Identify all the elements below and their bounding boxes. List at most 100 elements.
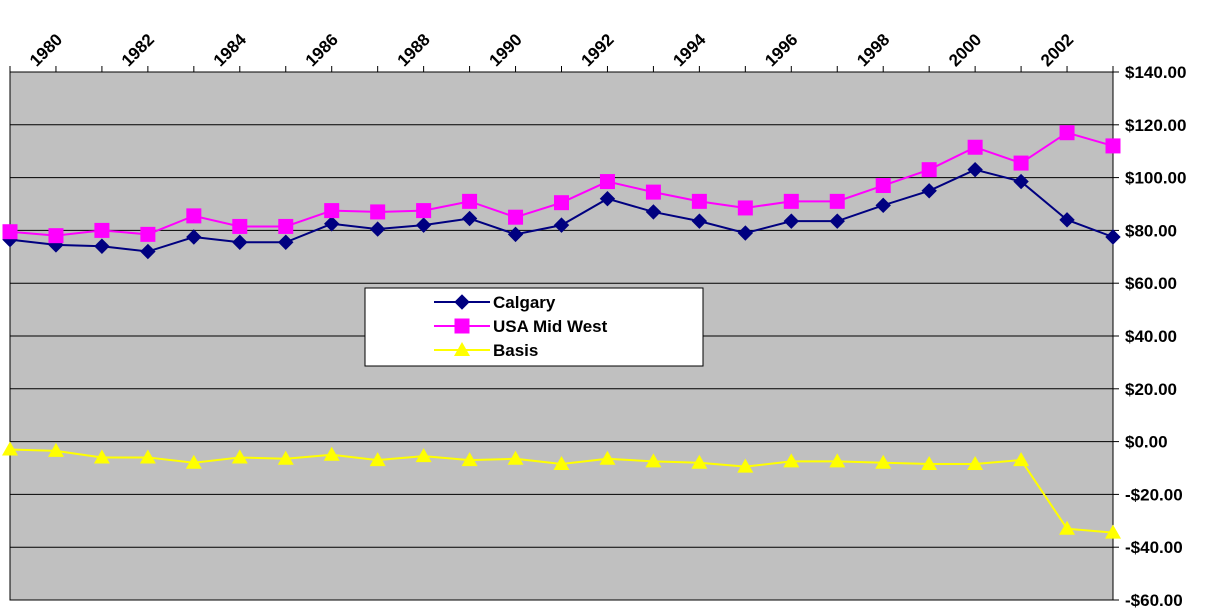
point-calgary [94, 238, 110, 254]
point-basis [691, 454, 708, 469]
point-usa-mid-west [967, 139, 983, 155]
x-tick-label: 2002 [1037, 30, 1077, 70]
legend: Calgary USA Mid West Basis [364, 287, 704, 367]
legend-box [364, 287, 704, 367]
point-calgary [324, 216, 340, 232]
point-basis [323, 446, 340, 461]
legend-label-calgary: Calgary [493, 293, 556, 312]
point-calgary [783, 213, 799, 229]
series-basis [2, 441, 1121, 539]
point-basis [47, 442, 64, 457]
point-basis [277, 450, 294, 465]
point-usa-mid-west [232, 218, 248, 234]
point-usa-mid-west [186, 208, 202, 224]
point-usa-mid-west [416, 203, 432, 219]
point-usa-mid-west [140, 226, 156, 242]
x-tick-label: 1994 [669, 30, 710, 71]
point-calgary [461, 210, 478, 227]
x-tick-label: 1982 [118, 30, 158, 70]
x-tick-label: 1986 [302, 30, 342, 70]
point-basis [2, 441, 18, 456]
x-tick-label: 1980 [26, 30, 66, 70]
point-basis [139, 449, 156, 464]
y-tick-label: $40.00 [1125, 327, 1177, 346]
point-basis [553, 456, 570, 471]
y-tick-label: -$20.00 [1125, 485, 1183, 504]
point-calgary [369, 221, 386, 237]
y-tick-label: $120.00 [1125, 116, 1186, 135]
point-calgary [140, 243, 156, 260]
point-basis [783, 453, 800, 468]
x-tick-label: 1988 [394, 30, 434, 70]
point-calgary [599, 191, 616, 207]
point-usa-mid-west [691, 193, 707, 209]
point-usa-mid-west [875, 178, 891, 194]
y-tick-label: $20.00 [1125, 380, 1177, 399]
point-calgary [829, 213, 845, 229]
point-calgary [278, 234, 294, 250]
y-tick-label: -$40.00 [1125, 538, 1183, 557]
legend-label-basis: Basis [493, 341, 538, 360]
y-tick-label: $140.00 [1125, 63, 1186, 82]
point-basis [921, 456, 938, 471]
point-usa-mid-west [508, 209, 524, 225]
point-usa-mid-west [921, 162, 937, 178]
point-basis [93, 449, 110, 464]
point-basis [461, 452, 478, 467]
point-usa-mid-west [737, 200, 753, 216]
point-usa-mid-west [94, 222, 110, 238]
point-basis [507, 450, 524, 465]
point-usa-mid-west [1105, 138, 1121, 154]
y-tick-label: $0.00 [1125, 433, 1168, 452]
series-calgary [2, 161, 1121, 260]
point-basis [185, 454, 202, 469]
legend-label-usa-mid-west: USA Mid West [493, 317, 608, 336]
point-calgary [507, 226, 524, 243]
point-basis [369, 452, 386, 467]
point-basis [1105, 524, 1121, 539]
series-layer [2, 125, 1121, 539]
point-usa-mid-west [324, 203, 340, 219]
point-usa-mid-west [2, 224, 18, 240]
point-calgary [875, 197, 891, 214]
x-tick-label: 1998 [853, 30, 893, 70]
point-basis [829, 453, 846, 468]
point-basis [231, 449, 248, 464]
point-calgary [645, 204, 662, 220]
x-tick-label: 1996 [761, 30, 801, 70]
point-calgary [186, 229, 202, 245]
point-usa-mid-west [1059, 125, 1075, 141]
point-basis [1059, 520, 1076, 535]
point-usa-mid-west [1013, 155, 1029, 171]
point-calgary [691, 213, 708, 229]
point-usa-mid-west [48, 228, 64, 244]
point-basis [415, 448, 432, 463]
point-basis [1013, 452, 1030, 467]
y-tick-label: $100.00 [1125, 169, 1186, 188]
point-usa-mid-west [645, 184, 661, 200]
point-basis [599, 450, 616, 465]
point-basis [645, 453, 662, 468]
point-usa-mid-west [554, 195, 569, 211]
x-tick-label: 1992 [577, 30, 617, 70]
point-usa-mid-west [599, 174, 615, 190]
point-usa-mid-west [783, 193, 799, 209]
point-usa-mid-west [462, 193, 478, 209]
point-calgary [967, 161, 983, 178]
point-calgary [1105, 229, 1121, 245]
point-calgary [1059, 212, 1075, 228]
gridlines [10, 124, 1113, 548]
y-tick-label: $80.00 [1125, 221, 1177, 240]
legend-marker-basis [454, 342, 470, 356]
point-usa-mid-west [370, 204, 386, 220]
x-tick-label: 2000 [945, 30, 985, 70]
point-usa-mid-west [278, 218, 294, 234]
x-tick-label: 1990 [486, 30, 526, 70]
point-basis [875, 454, 892, 469]
legend-marker-calgary [454, 294, 470, 310]
point-calgary [232, 234, 248, 250]
point-calgary [1013, 173, 1029, 190]
point-calgary [921, 183, 937, 199]
point-calgary [415, 217, 432, 233]
